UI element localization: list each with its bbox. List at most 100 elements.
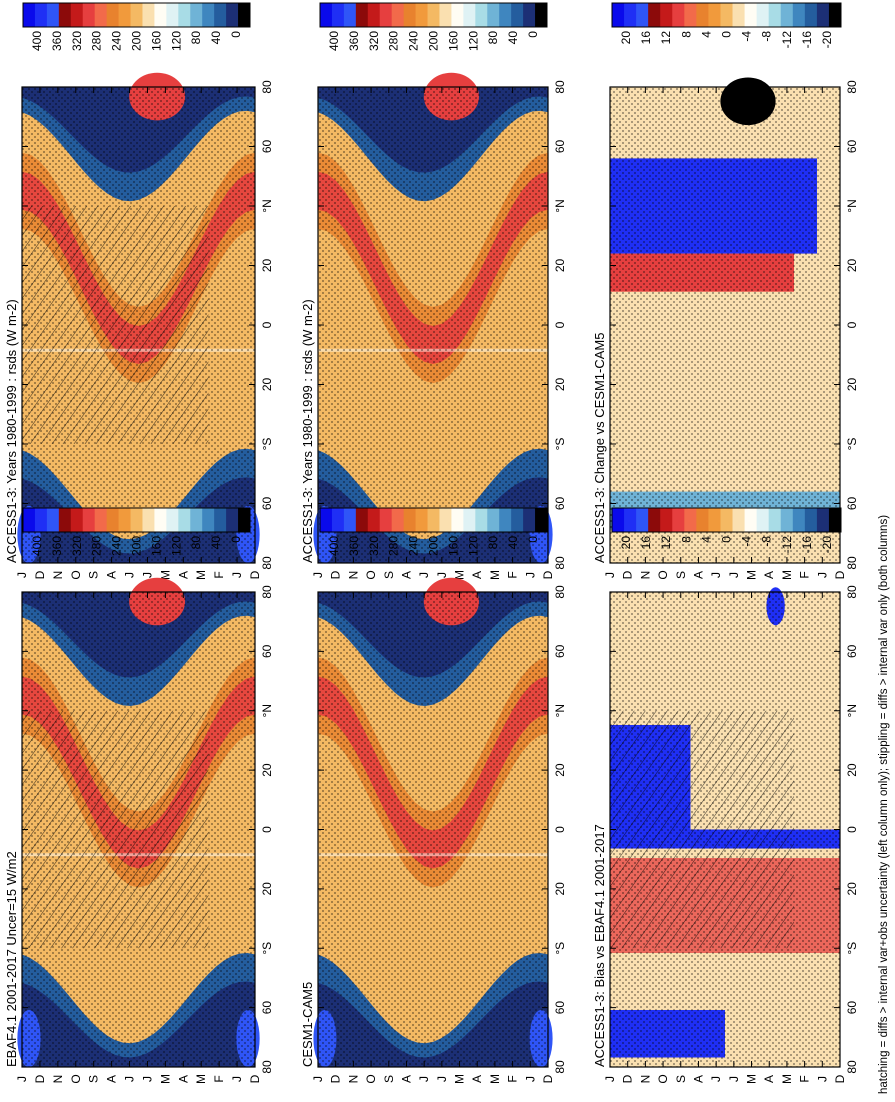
y-tick-label: 20 bbox=[845, 378, 859, 392]
colorbar-swatch bbox=[34, 3, 48, 27]
colorbar-swatch bbox=[190, 508, 203, 532]
y-tick-label: 60 bbox=[845, 140, 859, 154]
y-tick-label: °S bbox=[260, 438, 274, 451]
colorbar-swatch bbox=[166, 3, 179, 27]
colorbar-swatch bbox=[487, 508, 500, 532]
x-tick-label: O bbox=[656, 570, 670, 579]
colorbar-swatch bbox=[696, 3, 709, 27]
panel-title: ACCESS1-3: Years 1980-1999 : rsds (W m-2… bbox=[4, 299, 19, 563]
colorbar-tick-label: -4 bbox=[740, 536, 754, 547]
y-tick-label: °N bbox=[260, 199, 274, 212]
colorbar-swatch bbox=[226, 3, 239, 27]
colorbar-swatch bbox=[427, 3, 440, 27]
y-tick-label: °S bbox=[553, 942, 567, 955]
colorbar-swatch bbox=[343, 508, 357, 532]
colorbar-tick-label: 4 bbox=[699, 536, 713, 543]
x-tick-label: M bbox=[194, 570, 208, 580]
colorbar-swatch bbox=[780, 3, 794, 27]
colorbar-tick-label: 0 bbox=[720, 536, 734, 543]
colorbar-tick-label: 360 bbox=[347, 31, 361, 51]
colorbar-swatch bbox=[331, 3, 345, 27]
x-tick-label: A bbox=[762, 571, 776, 579]
x-tick-label: J bbox=[123, 572, 137, 578]
colorbar-tick-label: 0 bbox=[720, 31, 734, 38]
colorbar-swatch bbox=[463, 508, 476, 532]
x-tick-label: M bbox=[745, 570, 759, 580]
colorbar-swatch bbox=[154, 3, 167, 27]
colorbar-tick-label: 120 bbox=[466, 31, 480, 51]
colorbar-tick-label: -12 bbox=[780, 536, 794, 554]
y-tick-label: 60 bbox=[553, 1001, 567, 1015]
x-tick-label: J bbox=[15, 1076, 29, 1082]
y-tick-label: °N bbox=[845, 704, 859, 717]
colorbar-swatch bbox=[475, 3, 488, 27]
colorbar-swatch bbox=[391, 508, 405, 532]
colorbar-swatch bbox=[238, 508, 251, 532]
colorbar-tick-label: 12 bbox=[659, 536, 673, 550]
colorbar-tick-label: 280 bbox=[387, 31, 401, 51]
colorbar-swatch bbox=[636, 3, 649, 27]
y-tick-label: 80 bbox=[553, 556, 567, 570]
colorbar-swatch bbox=[154, 508, 167, 532]
colorbar-tick-label: 360 bbox=[50, 536, 64, 556]
colorbar-swatch bbox=[238, 3, 251, 27]
colorbar-tick-label: 20 bbox=[619, 31, 633, 45]
colorbar-swatch bbox=[535, 508, 548, 532]
y-tick-label: °N bbox=[553, 704, 567, 717]
colorbar-tick-label: 16 bbox=[639, 536, 653, 550]
colorbar-swatch bbox=[744, 3, 758, 27]
colorbar-swatch bbox=[403, 508, 417, 532]
y-tick-label: 80 bbox=[553, 1060, 567, 1074]
x-tick-label: O bbox=[364, 1074, 378, 1083]
colorbar-swatch bbox=[190, 3, 203, 27]
colorbar-swatch bbox=[106, 3, 120, 27]
y-tick-label: 0 bbox=[845, 826, 859, 833]
colorbar-swatch bbox=[320, 508, 333, 532]
x-tick-label: F bbox=[798, 571, 812, 578]
y-tick-label: 80 bbox=[845, 556, 859, 570]
x-tick-label: M bbox=[158, 1074, 172, 1084]
x-tick-label: N bbox=[638, 1075, 652, 1084]
panel-title: ACCESS1-3: Change vs CESM1-CAM5 bbox=[592, 333, 607, 563]
y-tick-label: 80 bbox=[845, 585, 859, 599]
colorbar-tick-label: 200 bbox=[130, 31, 144, 51]
x-tick-label: D bbox=[248, 570, 262, 579]
colorbar-tick-label: 320 bbox=[367, 536, 381, 556]
x-tick-label: A bbox=[691, 571, 705, 579]
x-tick-label: M bbox=[780, 1074, 794, 1084]
x-tick-label: S bbox=[382, 571, 396, 579]
colorbar-swatch bbox=[130, 3, 143, 27]
colorbar-tick-label: 240 bbox=[407, 536, 421, 556]
y-tick-label: 80 bbox=[553, 585, 567, 599]
colorbar-swatch bbox=[612, 508, 625, 532]
x-tick-label: D bbox=[621, 1074, 635, 1083]
colorbar-swatch bbox=[439, 508, 452, 532]
colorbar-swatch bbox=[166, 508, 179, 532]
x-tick-label: A bbox=[399, 1075, 413, 1083]
colorbar-swatch bbox=[708, 508, 721, 532]
colorbar-tick-label: 120 bbox=[169, 536, 183, 556]
colorbar-tick-label: 400 bbox=[30, 536, 44, 556]
x-tick-label: A bbox=[176, 571, 190, 579]
x-tick-label: O bbox=[656, 1074, 670, 1083]
x-tick-label: M bbox=[158, 570, 172, 580]
colorbar-swatch bbox=[463, 3, 476, 27]
colorbar-swatch bbox=[202, 508, 215, 532]
colorbar-tick-label: 120 bbox=[466, 536, 480, 556]
y-tick-label: °S bbox=[260, 942, 274, 955]
colorbar-tick-label: 160 bbox=[446, 31, 460, 51]
colorbar-swatch bbox=[118, 3, 132, 27]
colorbar-tick-label: 320 bbox=[70, 536, 84, 556]
y-tick-label: 20 bbox=[845, 763, 859, 777]
x-tick-label: J bbox=[417, 572, 431, 578]
x-tick-label: J bbox=[815, 572, 829, 578]
colorbar-swatch bbox=[816, 3, 830, 27]
x-tick-label: O bbox=[69, 570, 83, 579]
y-tick-label: 20 bbox=[845, 259, 859, 273]
colorbar: 20 16 12 8 4 0 -4 -8 -12 -16 -20 bbox=[611, 2, 842, 48]
y-tick-label: 60 bbox=[553, 140, 567, 154]
x-tick-label: J bbox=[230, 572, 244, 578]
x-tick-label: J bbox=[140, 572, 154, 578]
colorbar-swatch bbox=[499, 508, 512, 532]
x-tick-label: A bbox=[470, 1075, 484, 1083]
